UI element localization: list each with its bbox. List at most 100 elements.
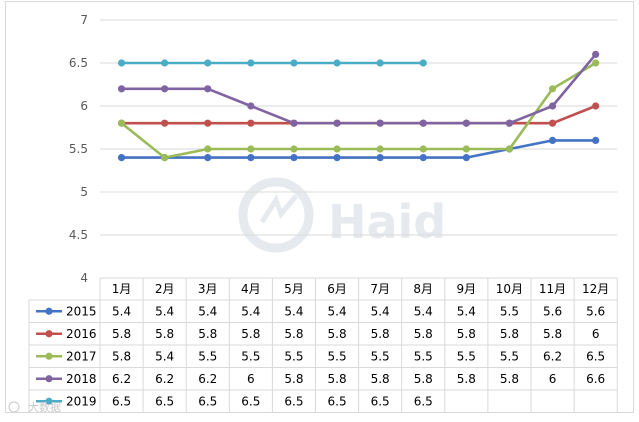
data-point-2019 bbox=[117, 59, 126, 67]
x-category-label: 11月 bbox=[539, 282, 566, 296]
x-category-label: 10月 bbox=[496, 282, 523, 296]
legend-label: 2016 bbox=[66, 327, 97, 341]
table-cell-value: 6.2 bbox=[198, 372, 217, 386]
x-category-label: 12月 bbox=[582, 282, 609, 296]
data-point-2017 bbox=[204, 145, 212, 153]
table-cell-value: 5.5 bbox=[328, 349, 347, 363]
data-table: 1月 2月 3月 4月 5月 6月 7月 8月 9月 10月 11月 12月 2015 5.4 5.4 5.4… bbox=[28, 277, 618, 413]
data-point-2015 bbox=[290, 154, 298, 162]
series-2018 bbox=[117, 50, 600, 127]
series-line-2016 bbox=[121, 104, 597, 125]
series-line-2015 bbox=[121, 139, 596, 159]
table-cell-value: 6.5 bbox=[371, 394, 390, 408]
x-category-label: 5月 bbox=[284, 282, 304, 296]
table-cell-value: 5.5 bbox=[198, 349, 217, 363]
watermark: Haid bbox=[238, 177, 446, 253]
data-point-2016 bbox=[161, 119, 169, 127]
table-cell-value: 5.4 bbox=[155, 304, 174, 318]
table-cell-value: 5.8 bbox=[543, 327, 562, 341]
table-cell-value: 5.8 bbox=[112, 349, 131, 363]
x-category-label: 8月 bbox=[413, 282, 433, 296]
y-tick-label: 5 bbox=[80, 185, 88, 199]
table-cell-value: 5.8 bbox=[112, 327, 131, 341]
x-category-label: 6月 bbox=[327, 282, 347, 296]
table-cell-value: 5.8 bbox=[457, 372, 476, 386]
data-point-2019 bbox=[290, 59, 298, 67]
data-point-2017 bbox=[548, 85, 557, 93]
credit-text: 大数据 bbox=[28, 400, 61, 414]
table-cell-value: 6.2 bbox=[543, 349, 562, 363]
table-cell-value: 5.4 bbox=[371, 304, 390, 318]
table-cell-value: 6 bbox=[247, 372, 255, 386]
table-cell-value: 5.4 bbox=[328, 304, 347, 318]
data-point-2018 bbox=[161, 85, 169, 93]
data-point-2019 bbox=[161, 59, 169, 67]
data-point-2015 bbox=[247, 154, 255, 162]
x-category-label: 2月 bbox=[155, 282, 175, 296]
table-cell-value: 5.8 bbox=[414, 327, 433, 341]
data-point-2017 bbox=[592, 59, 600, 67]
data-point-2018 bbox=[592, 50, 600, 59]
table-cell-value: 6.5 bbox=[414, 394, 433, 408]
table-cell-value: 6.2 bbox=[155, 372, 174, 386]
data-point-2017 bbox=[290, 145, 298, 153]
table-cell-value: 5.4 bbox=[284, 304, 303, 318]
table-cell-value: 5.5 bbox=[457, 349, 476, 363]
table-cell-value: 5.5 bbox=[241, 349, 260, 363]
data-point-2018 bbox=[290, 119, 298, 127]
data-point-2015 bbox=[117, 154, 126, 162]
table-cell-value: 5.8 bbox=[414, 372, 433, 386]
data-point-2016 bbox=[592, 102, 600, 110]
table-cell-value: 5.5 bbox=[371, 349, 390, 363]
data-point-2017 bbox=[376, 145, 384, 153]
table-cell-value: 5.8 bbox=[155, 327, 174, 341]
data-point-2017 bbox=[505, 145, 514, 153]
series-line-2018 bbox=[121, 53, 597, 125]
table-cell-value: 6.5 bbox=[284, 394, 303, 408]
y-tick-label: 6.5 bbox=[69, 56, 88, 70]
legend-label: 2015 bbox=[66, 304, 97, 318]
table-cell-value: 5.4 bbox=[198, 304, 217, 318]
table-cell-value: 5.5 bbox=[414, 349, 433, 363]
data-point-2015 bbox=[548, 136, 557, 144]
table-cell-value: 5.4 bbox=[457, 304, 476, 318]
x-category-label: 9月 bbox=[457, 282, 477, 296]
credit-watermark: 大数据 bbox=[8, 400, 61, 414]
legend-label: 2018 bbox=[66, 372, 97, 386]
table-cell-value: 5.8 bbox=[371, 327, 390, 341]
table-cell-value: 6.5 bbox=[328, 394, 347, 408]
series-2017 bbox=[117, 59, 600, 162]
table-cell-value: 5.6 bbox=[543, 304, 562, 318]
table-cell-value: 6.2 bbox=[112, 372, 131, 386]
haid-logo-icon bbox=[238, 177, 314, 253]
y-tick-label: 6 bbox=[80, 99, 88, 113]
legend-label: 2019 bbox=[66, 394, 97, 408]
table-cell-value: 5.8 bbox=[241, 327, 260, 341]
y-tick-label: 4.5 bbox=[69, 228, 88, 242]
data-point-2018 bbox=[419, 119, 427, 127]
table-cell-value: 6 bbox=[549, 372, 557, 386]
legend-marker-2017 bbox=[45, 352, 53, 360]
data-point-2018 bbox=[204, 85, 212, 93]
y-tick-label: 7 bbox=[80, 13, 88, 27]
data-point-2018 bbox=[548, 102, 557, 110]
table-cell-value: 5.8 bbox=[284, 327, 303, 341]
table-cell-value: 5.8 bbox=[500, 327, 519, 341]
y-axis-ticks: 4 4.5 5 5.5 6 6.5 7 bbox=[69, 13, 88, 285]
data-point-2019 bbox=[247, 59, 255, 67]
data-point-2015 bbox=[204, 154, 212, 162]
table-cell-value: 6.5 bbox=[241, 394, 260, 408]
watermark-logo-text: Haid bbox=[328, 195, 446, 249]
y-tick-label: 4 bbox=[80, 271, 88, 285]
data-point-2016 bbox=[548, 119, 557, 127]
data-point-2015 bbox=[592, 136, 600, 144]
table-cell-value: 5.4 bbox=[155, 349, 174, 363]
legend-marker-2015 bbox=[45, 307, 53, 315]
x-category-label: 4月 bbox=[241, 282, 261, 296]
data-point-2018 bbox=[462, 119, 470, 127]
legend-label: 2017 bbox=[66, 349, 97, 363]
series-line-2017 bbox=[120, 61, 597, 159]
data-point-2015 bbox=[419, 154, 427, 162]
x-category-label: 3月 bbox=[198, 282, 218, 296]
table-cell-value: 5.6 bbox=[586, 304, 605, 318]
